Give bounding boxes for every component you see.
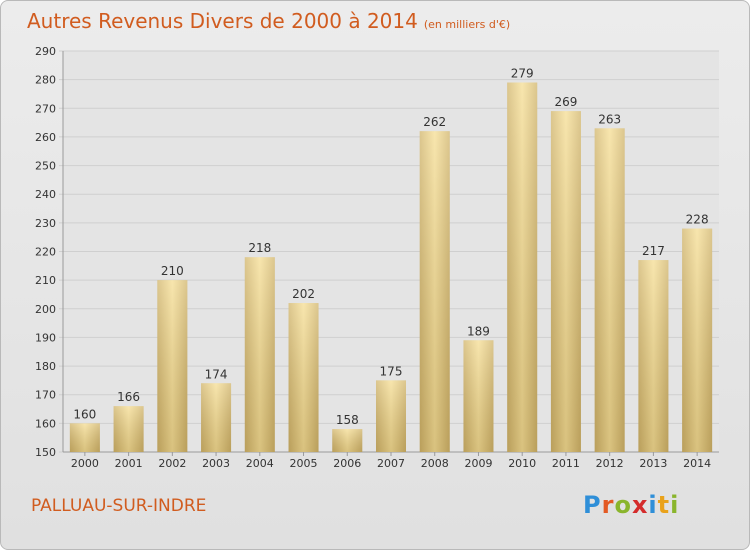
data-label: 228: [686, 213, 709, 227]
data-label: 158: [336, 413, 359, 427]
bar-shade: [682, 228, 713, 452]
chart-title-text: Autres Revenus Divers de 2000 à 2014: [27, 9, 418, 33]
logo-letter: P: [583, 491, 602, 519]
y-tick-label: 190: [35, 331, 56, 344]
data-label: 263: [598, 112, 621, 126]
y-tick-label: 150: [35, 446, 56, 459]
x-tick-label: 2012: [596, 457, 624, 470]
data-label: 174: [205, 367, 228, 381]
bar-shade: [419, 131, 450, 452]
x-tick-label: 2000: [71, 457, 99, 470]
proxiti-logo: Proxiti: [583, 491, 679, 519]
y-tick-label: 170: [35, 389, 56, 402]
data-label: 166: [117, 390, 140, 404]
data-label: 217: [642, 244, 665, 258]
logo-letter: t: [657, 491, 671, 519]
bar-shade: [507, 82, 538, 452]
y-tick-label: 180: [35, 360, 56, 373]
x-tick-label: 2003: [202, 457, 230, 470]
y-tick-label: 260: [35, 131, 56, 144]
x-tick-label: 2001: [115, 457, 143, 470]
bar-shade: [594, 128, 625, 452]
bar-shade: [376, 380, 406, 452]
data-label: 160: [73, 407, 96, 421]
x-tick-label: 2010: [508, 457, 536, 470]
x-tick-label: 2007: [377, 457, 405, 470]
y-tick-label: 230: [35, 217, 56, 230]
y-tick-label: 270: [35, 102, 56, 115]
bar-shade: [113, 406, 144, 452]
y-tick-label: 220: [35, 246, 56, 259]
x-tick-label: 2009: [464, 457, 492, 470]
place-name: PALLUAU-SUR-INDRE: [31, 496, 207, 516]
x-tick-label: 2014: [683, 457, 711, 470]
data-label: 202: [292, 287, 315, 301]
chart-subtitle: (en milliers d'€): [423, 18, 511, 31]
y-tick-label: 160: [35, 417, 56, 430]
logo-letter: x: [631, 491, 649, 519]
bar-shade: [244, 257, 275, 452]
data-label: 189: [467, 324, 490, 338]
data-label: 210: [161, 264, 184, 278]
bar-shade: [550, 111, 581, 453]
data-label: 269: [554, 95, 577, 109]
y-tick-label: 210: [35, 274, 56, 287]
x-tick-label: 2002: [158, 457, 186, 470]
y-tick-label: 200: [35, 303, 56, 316]
x-tick-label: 2004: [246, 457, 274, 470]
bar-shade: [332, 429, 363, 452]
chart-title: Autres Revenus Divers de 2000 à 2014 (en …: [27, 9, 510, 33]
x-tick-label: 2006: [333, 457, 361, 470]
logo-letter: i: [648, 491, 658, 519]
bar-shade: [638, 260, 669, 452]
logo-letter: r: [601, 491, 615, 519]
data-label: 262: [423, 115, 446, 129]
data-label: 175: [380, 364, 403, 378]
y-tick-label: 240: [35, 188, 56, 201]
y-tick-label: 250: [35, 160, 56, 173]
logo-letter: i: [670, 491, 680, 519]
x-tick-label: 2011: [552, 457, 580, 470]
bar-shade: [201, 383, 232, 452]
x-tick-label: 2008: [421, 457, 449, 470]
data-label: 218: [248, 241, 271, 255]
logo-letter: o: [614, 491, 632, 519]
y-tick-label: 280: [35, 74, 56, 87]
data-label: 279: [511, 67, 534, 81]
bar-shade: [463, 340, 494, 452]
bar-shade: [69, 423, 100, 452]
y-tick-label: 290: [35, 45, 56, 58]
x-tick-label: 2013: [639, 457, 667, 470]
x-tick-label: 2005: [290, 457, 318, 470]
bar-shade: [288, 303, 319, 452]
bar-shade: [157, 280, 188, 452]
